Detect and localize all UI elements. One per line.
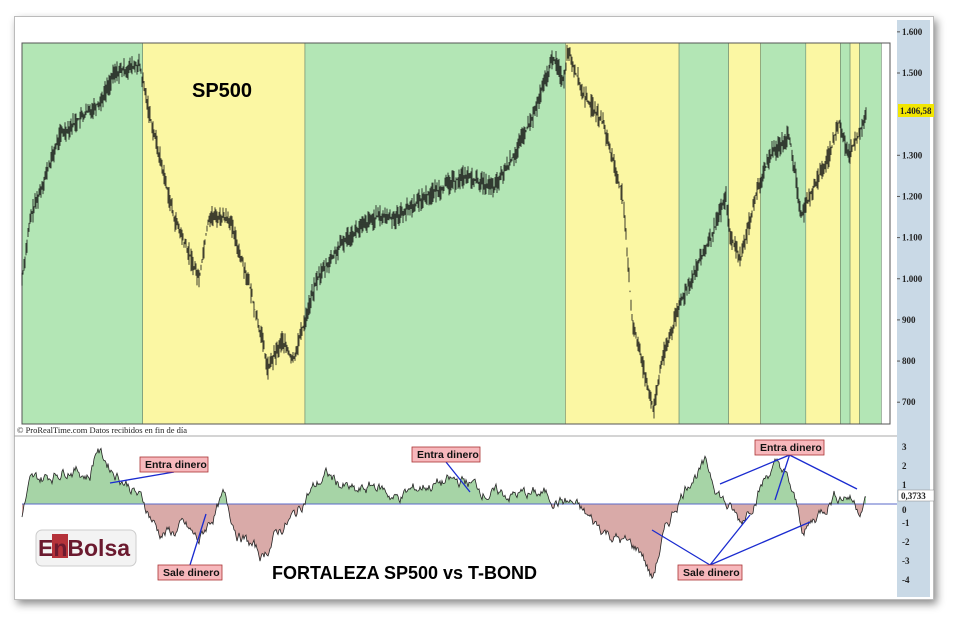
oscillator-line bbox=[21, 447, 867, 580]
y-tick-label: 700 bbox=[902, 397, 916, 407]
annotation-pointer bbox=[774, 454, 791, 501]
last-price-badge bbox=[898, 104, 934, 117]
region-yellow bbox=[805, 42, 841, 425]
annotation-box bbox=[157, 564, 223, 581]
annotation-box bbox=[139, 456, 209, 473]
annotation-entra-dinero: Entra dinero bbox=[145, 459, 207, 471]
logo-text: EnBolsa bbox=[38, 535, 130, 561]
annotation-pointer bbox=[709, 521, 811, 566]
osc-tick-label: -1 bbox=[902, 518, 910, 528]
annotation-entra-dinero: Entra dinero bbox=[417, 449, 479, 461]
sp500-price-line bbox=[21, 44, 867, 419]
y-tick-label: 900 bbox=[902, 315, 916, 325]
annotation-pointer bbox=[719, 454, 790, 485]
annotation-box bbox=[677, 564, 743, 581]
annotation-pointer bbox=[651, 529, 711, 566]
logo-mark bbox=[52, 534, 68, 558]
region-green bbox=[859, 42, 882, 425]
price-title: SP500 bbox=[192, 80, 252, 102]
oscillator-title: FORTALEZA SP500 vs T-BOND bbox=[272, 563, 537, 583]
annotation-box bbox=[754, 439, 825, 456]
annotation-pointer bbox=[789, 454, 858, 490]
price-panel-border bbox=[21, 42, 891, 425]
annotation-pointer bbox=[109, 471, 175, 484]
region-yellow bbox=[565, 42, 680, 425]
region-yellow bbox=[849, 42, 860, 425]
enbolsa-logo: EnBolsa bbox=[35, 529, 137, 567]
oscillator-negative-area bbox=[22, 504, 866, 579]
oscillator-positive-area bbox=[22, 448, 866, 504]
osc-tick-label: -3 bbox=[902, 556, 910, 566]
y-tick-label: 1.100 bbox=[902, 233, 923, 243]
annotation-pointer bbox=[189, 513, 207, 566]
osc-tick-label: 3 bbox=[902, 442, 907, 452]
annotation-pointer bbox=[709, 514, 751, 566]
annotation-pointer bbox=[445, 461, 471, 493]
annotation-sale-dinero: Sale dinero bbox=[683, 567, 740, 579]
region-green bbox=[760, 42, 807, 425]
osc-tick-label: 0 bbox=[902, 505, 907, 515]
last-osc-label: 0,3733 bbox=[901, 491, 926, 501]
region-green bbox=[840, 42, 851, 425]
y-tick-label: 1.500 bbox=[902, 68, 923, 78]
region-green bbox=[304, 42, 566, 425]
last-price-label: 1.406,58 bbox=[900, 106, 932, 116]
last-osc-badge bbox=[897, 489, 935, 502]
osc-tick-label: 1 bbox=[902, 480, 907, 490]
annotation-sale-dinero: Sale dinero bbox=[163, 567, 220, 579]
y-tick-label: 1.300 bbox=[902, 150, 923, 160]
y-tick-label: 1.600 bbox=[902, 27, 923, 37]
osc-tick-label: -4 bbox=[902, 575, 910, 585]
annotation-box bbox=[411, 446, 481, 463]
y-tick-label: 1.000 bbox=[902, 274, 923, 284]
osc-tick-label: -2 bbox=[902, 537, 910, 547]
region-green bbox=[21, 42, 143, 425]
region-yellow bbox=[728, 42, 761, 425]
y-tick-label: 800 bbox=[902, 356, 916, 366]
source-note: © ProRealTime.com Datos recibidos en fin… bbox=[17, 425, 187, 435]
region-green bbox=[678, 42, 729, 425]
osc-tick-label: 2 bbox=[902, 461, 907, 471]
y-tick-label: 1.200 bbox=[902, 191, 923, 201]
annotation-entra-dinero: Entra dinero bbox=[760, 442, 822, 454]
